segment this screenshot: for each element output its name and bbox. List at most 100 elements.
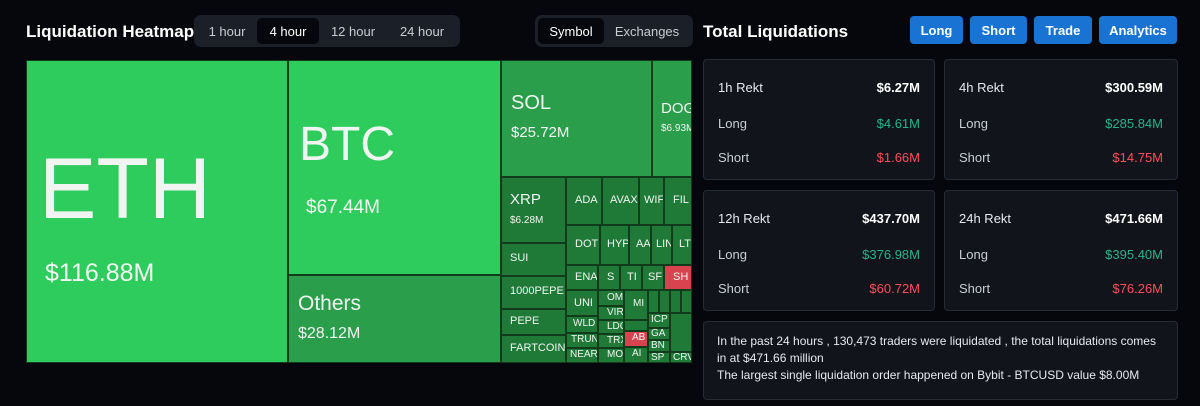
tile-symbol: SF bbox=[648, 271, 663, 283]
heatmap-tile-lt[interactable]: LT bbox=[672, 225, 692, 265]
heatmap-tile-lin[interactable]: LIN bbox=[651, 225, 672, 265]
heatmap-tile-uni[interactable]: UNI bbox=[566, 290, 598, 316]
short-label: Short bbox=[718, 150, 750, 165]
tile-symbol: LDO bbox=[607, 321, 623, 332]
tile-symbol: LT bbox=[679, 238, 692, 250]
heatmap-tile-crv[interactable]: CRV bbox=[670, 352, 692, 363]
heatmap-tile-trun[interactable]: TRUN bbox=[566, 333, 598, 348]
heatmap-tile-sol[interactable]: SOL $25.72M bbox=[501, 60, 652, 177]
heatmap-tile-pepe1000[interactable]: 1000PEPE bbox=[501, 276, 566, 309]
heatmap-tile-mo[interactable]: MO bbox=[598, 348, 624, 363]
heatmap-tile-small[interactable] bbox=[681, 290, 692, 313]
tile-symbol: XRP bbox=[510, 191, 541, 208]
heatmap-tile-near[interactable]: NEAR bbox=[566, 348, 598, 363]
heatmap-tile-small[interactable] bbox=[659, 290, 670, 313]
heatmap-tile-xrp[interactable]: XRP $6.28M bbox=[501, 177, 566, 243]
heatmap-tile-ti[interactable]: TI bbox=[620, 265, 642, 290]
timeframe-selector: 1 hour 4 hour 12 hour 24 hour bbox=[194, 15, 460, 47]
heatmap-tile-pepe[interactable]: PEPE bbox=[501, 309, 566, 335]
tab-exchanges[interactable]: Exchanges bbox=[614, 23, 680, 39]
liquidation-summary: In the past 24 hours , 130,473 traders w… bbox=[703, 321, 1178, 400]
short-value: $76.26M bbox=[1112, 281, 1163, 296]
heatmap-tile-s[interactable]: S bbox=[598, 265, 620, 290]
total-liquidations-title: Total Liquidations bbox=[703, 22, 849, 41]
heatmap-tile-eth[interactable]: ETH $116.88M bbox=[26, 60, 288, 363]
heatmap-tile-ldo[interactable]: LDO bbox=[598, 320, 624, 334]
trade-button[interactable]: Trade bbox=[1034, 16, 1092, 44]
tab-1-hour[interactable]: 1 hour bbox=[208, 23, 246, 39]
tile-value: $67.44M bbox=[306, 197, 380, 218]
card-label: 24h Rekt bbox=[959, 211, 1012, 226]
card-total: $437.70M bbox=[862, 211, 920, 226]
card-label: 1h Rekt bbox=[718, 80, 763, 95]
tile-symbol: UNI bbox=[574, 297, 593, 309]
tile-symbol: WIF bbox=[644, 194, 664, 206]
card-total: $300.59M bbox=[1105, 80, 1163, 95]
heatmap-tile-fil[interactable]: FIL bbox=[664, 177, 692, 225]
rekt-card-1h: 1h Rekt $6.27M Long $4.61M Short $1.66M bbox=[703, 59, 935, 180]
heatmap-tile-small[interactable] bbox=[670, 313, 692, 352]
heatmap-tile-avax[interactable]: AVAX bbox=[602, 177, 639, 225]
long-value: $285.84M bbox=[1105, 116, 1163, 131]
long-label: Long bbox=[959, 116, 988, 131]
tile-symbol: AA bbox=[636, 238, 651, 250]
tile-symbol: TRUN bbox=[571, 334, 598, 345]
heatmap-tile-sp[interactable]: SP bbox=[648, 352, 670, 363]
tile-symbol: ENA bbox=[575, 271, 598, 283]
heatmap-tile-trx[interactable]: TRX bbox=[598, 334, 624, 348]
heatmap-tile-bn[interactable]: BN bbox=[648, 340, 670, 352]
tab-4-hour[interactable]: 4 hour bbox=[257, 18, 319, 44]
tile-symbol: GA bbox=[651, 328, 666, 339]
tile-symbol: SOL bbox=[511, 92, 552, 114]
heatmap-tile-ai[interactable]: AI bbox=[624, 347, 648, 363]
short-label: Short bbox=[718, 281, 750, 296]
heatmap-tile-sui[interactable]: SUI bbox=[501, 243, 566, 276]
largest-order-text: The largest single liquidation order hap… bbox=[717, 368, 1140, 382]
heatmap-tile-small[interactable] bbox=[670, 290, 681, 313]
view-selector: Symbol Exchanges bbox=[535, 15, 693, 47]
heatmap-tile-om[interactable]: OM bbox=[598, 290, 624, 306]
tile-symbol: HYP bbox=[607, 238, 629, 250]
heatmap-tile-small[interactable] bbox=[648, 290, 659, 313]
short-button[interactable]: Short bbox=[970, 16, 1027, 44]
heatmap-tile-dot[interactable]: DOT bbox=[566, 225, 600, 265]
heatmap-tile-others[interactable]: Others $28.12M bbox=[288, 275, 501, 363]
tile-symbol: TI bbox=[627, 271, 637, 283]
heatmap-tile-ab[interactable]: AB bbox=[624, 331, 648, 347]
heatmap-tile-sf[interactable]: SF bbox=[642, 265, 664, 290]
heatmap-tile-ada[interactable]: ADA bbox=[566, 177, 602, 225]
heatmap-tile-ena[interactable]: ENA bbox=[566, 265, 598, 290]
heatmap-tile-small[interactable] bbox=[624, 320, 648, 331]
card-label: 12h Rekt bbox=[718, 211, 771, 226]
tile-value: $25.72M bbox=[511, 124, 570, 141]
tile-symbol: PEPE bbox=[510, 315, 540, 327]
long-button[interactable]: Long bbox=[910, 16, 963, 44]
heatmap-tile-fartcoin[interactable]: FARTCOIN bbox=[501, 335, 566, 363]
tile-symbol: AB bbox=[632, 332, 646, 343]
heatmap-tile-sh[interactable]: SH bbox=[664, 265, 692, 290]
long-label: Long bbox=[718, 116, 747, 131]
analytics-button[interactable]: Analytics bbox=[1099, 16, 1177, 44]
heatmap-tile-ga[interactable]: GA bbox=[648, 328, 670, 340]
heatmap-tile-aa[interactable]: AA bbox=[629, 225, 651, 265]
card-total: $471.66M bbox=[1105, 211, 1163, 226]
tab-symbol[interactable]: Symbol bbox=[538, 18, 604, 44]
heatmap-tile-mi[interactable]: MI bbox=[624, 290, 648, 320]
tile-symbol: CRV bbox=[673, 352, 692, 363]
heatmap-tile-hyp[interactable]: HYP bbox=[600, 225, 629, 265]
long-label: Long bbox=[959, 247, 988, 262]
heatmap-tile-doge[interactable]: DOG $6.93M bbox=[652, 60, 692, 177]
heatmap-tile-icp[interactable]: ICP bbox=[648, 313, 670, 328]
heatmap-tile-btc[interactable]: BTC $67.44M bbox=[288, 60, 501, 275]
tile-symbol: DOG bbox=[661, 100, 692, 117]
rekt-card-4h: 4h Rekt $300.59M Long $285.84M Short $14.75… bbox=[944, 59, 1178, 180]
tile-symbol: ETH bbox=[39, 141, 211, 237]
tab-12-hour[interactable]: 12 hour bbox=[330, 23, 376, 39]
summary-text: In the past 24 hours , 130,473 traders w… bbox=[717, 334, 1156, 365]
heatmap-tile-wif[interactable]: WIF bbox=[639, 177, 664, 225]
heatmap-tile-wld[interactable]: WLD bbox=[566, 316, 598, 333]
tile-symbol: AVAX bbox=[610, 194, 638, 206]
rekt-card-24h: 24h Rekt $471.66M Long $395.40M Short $76.2… bbox=[944, 190, 1178, 311]
heatmap-tile-vir[interactable]: VIR bbox=[598, 306, 624, 320]
tab-24-hour[interactable]: 24 hour bbox=[399, 23, 445, 39]
